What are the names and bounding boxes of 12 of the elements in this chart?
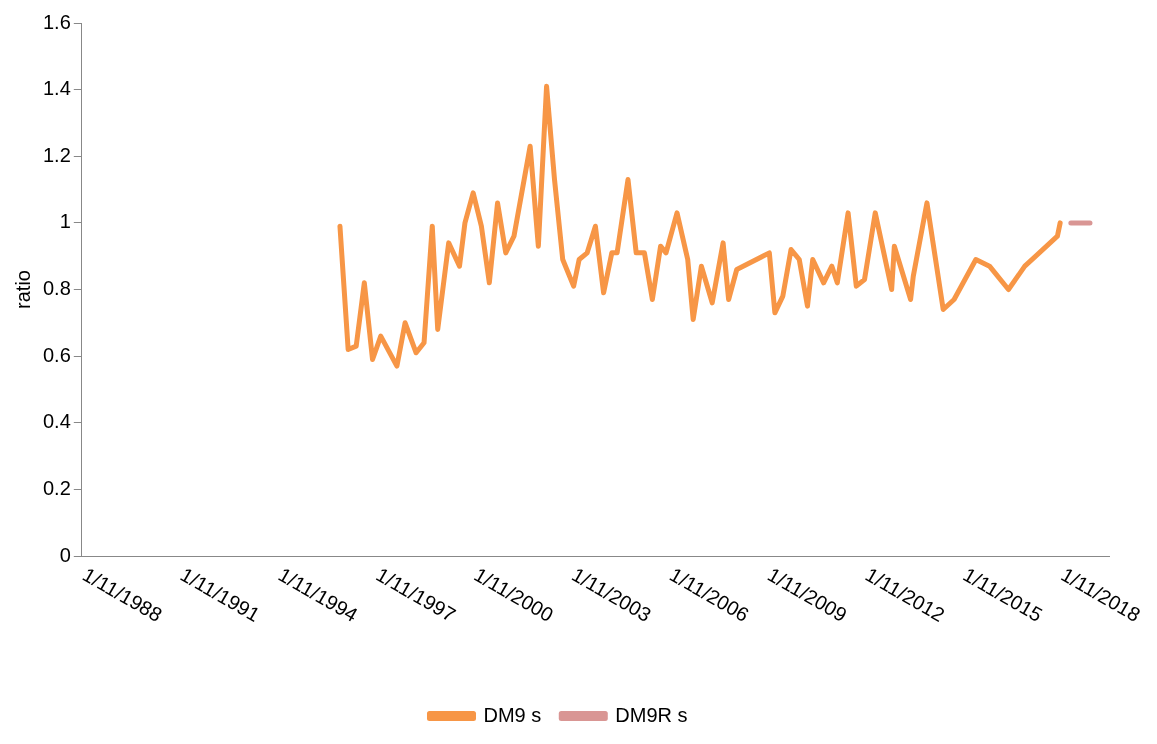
y-tick-label: 1.6	[42, 10, 71, 33]
legend-label: DM9R s	[615, 703, 688, 726]
y-tick-label: 0.4	[42, 410, 71, 433]
y-tick-label: 1.2	[42, 143, 71, 166]
y-tick-label: 0.2	[42, 476, 71, 499]
y-tick-label: 0.8	[42, 277, 71, 300]
y-tick-label: 1.4	[42, 77, 71, 100]
y-tick-label: 0	[59, 543, 71, 566]
y-tick-label: 1	[59, 210, 71, 233]
y-tick-label: 0.6	[42, 343, 71, 366]
y-axis-title: ratio	[11, 270, 34, 309]
legend-label: DM9 s	[483, 703, 542, 726]
